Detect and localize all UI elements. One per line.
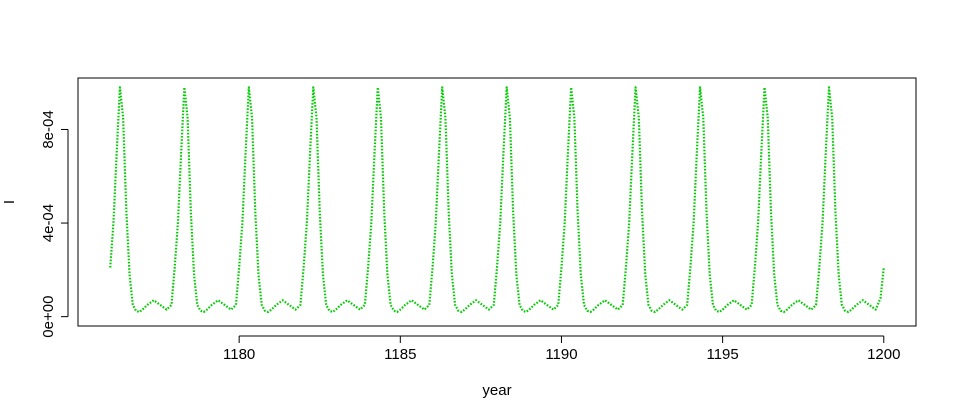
series-layer xyxy=(109,86,885,314)
x-tick-label: 1185 xyxy=(384,346,416,363)
x-tick-label: 1180 xyxy=(223,346,255,363)
y-axis-label: I xyxy=(1,200,18,204)
x-axis-label: year xyxy=(482,382,511,399)
plot-frame xyxy=(77,77,917,327)
series-line-0 xyxy=(109,86,885,314)
y-tick-label: 4e-04 xyxy=(40,204,57,242)
x-tick-label: 1195 xyxy=(706,346,738,363)
y-tick-label: 8e-04 xyxy=(40,110,57,148)
y-tick-label: 0e+00 xyxy=(40,296,57,338)
x-tick-label: 1200 xyxy=(867,346,900,363)
x-tick-label: 1190 xyxy=(545,346,577,363)
x-axis: 1180 1185 1190 1195 1200 xyxy=(223,335,900,363)
y-axis: 0e+00 4e-04 8e-04 xyxy=(40,110,69,338)
